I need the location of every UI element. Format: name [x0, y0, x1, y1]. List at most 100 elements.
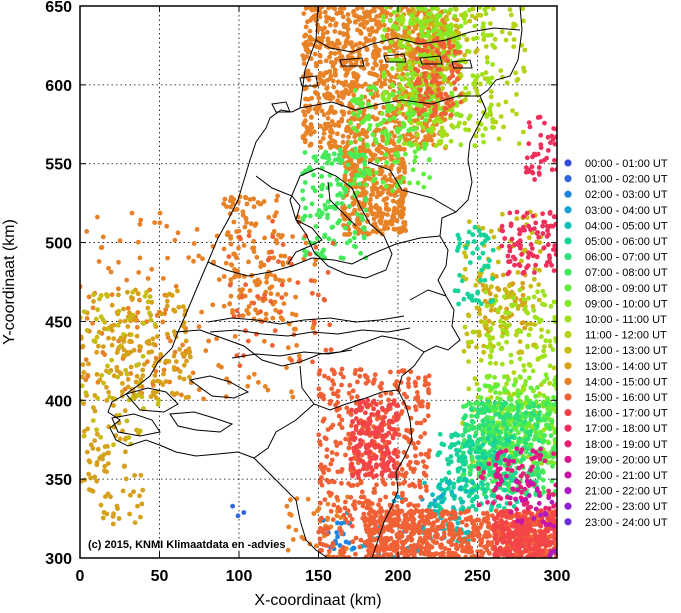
- lightning-strike-point: [511, 21, 516, 27]
- lightning-strike-point: [293, 294, 298, 300]
- lightning-strike-point: [473, 282, 479, 288]
- lightning-strike-point: [498, 68, 504, 74]
- lightning-strike-point: [317, 139, 323, 145]
- lightning-strike-point: [403, 470, 409, 476]
- lightning-strike-point: [503, 37, 509, 43]
- lightning-strike-point: [105, 363, 110, 369]
- lightning-strike-point: [480, 133, 486, 138]
- lightning-strike-point: [251, 371, 257, 377]
- lightning-strike-point: [489, 75, 495, 81]
- lightning-strike-point: [116, 308, 122, 314]
- lightning-strike-point: [388, 18, 393, 24]
- lightning-strike-point: [481, 450, 486, 456]
- lightning-strike-point: [86, 294, 92, 300]
- lightning-strike-point: [519, 320, 525, 326]
- lightning-strike-point: [469, 413, 474, 419]
- lightning-strike-point: [329, 367, 335, 373]
- lightning-strike-point: [379, 150, 385, 156]
- lightning-strike-point: [171, 353, 177, 359]
- lightning-strike-point: [100, 350, 106, 355]
- lightning-strike-point: [476, 410, 481, 416]
- lightning-strike-point: [364, 19, 370, 25]
- lightning-strike-point: [501, 124, 506, 130]
- lightning-strike-point: [466, 493, 472, 499]
- lightning-strike-point: [90, 488, 96, 494]
- lightning-strike-point: [506, 438, 512, 444]
- lightning-strike-point: [470, 480, 476, 486]
- lightning-strike-point: [326, 549, 332, 554]
- lightning-strike-point: [111, 322, 117, 328]
- lightning-strike-point: [324, 531, 330, 537]
- lightning-strike-point: [369, 185, 375, 191]
- lightning-strike-point: [357, 136, 363, 142]
- lightning-strike-point: [303, 96, 308, 102]
- lightning-strike-point: [319, 482, 325, 488]
- lightning-strike-point: [350, 483, 356, 488]
- lightning-strike-point: [321, 73, 326, 78]
- lightning-strike-point: [123, 476, 129, 482]
- lightning-strike-point: [316, 393, 322, 398]
- lightning-strike-point: [511, 382, 517, 388]
- lightning-strike-point: [320, 34, 326, 40]
- lightning-strike-point: [273, 237, 279, 243]
- lightning-strike-point: [416, 146, 421, 152]
- lightning-strike-point: [467, 434, 472, 439]
- lightning-strike-point: [359, 489, 365, 495]
- lightning-strike-point: [165, 255, 171, 261]
- lightning-strike-point: [385, 108, 390, 114]
- lightning-strike-point: [371, 379, 377, 384]
- lightning-strike-point: [424, 464, 429, 470]
- lightning-strike-point: [258, 264, 263, 269]
- lightning-strike-point: [545, 329, 551, 335]
- lightning-strike-point: [531, 403, 537, 409]
- lightning-strike-point: [128, 332, 134, 338]
- lightning-strike-point: [360, 500, 366, 506]
- lightning-strike-point: [199, 309, 205, 315]
- lightning-strike-point: [391, 115, 397, 121]
- lightning-strike-point: [166, 359, 172, 364]
- lightning-strike-point: [340, 552, 345, 558]
- lightning-strike-point: [462, 120, 468, 126]
- lightning-strike-point: [458, 73, 464, 79]
- lightning-strike-point: [171, 365, 177, 370]
- lightning-strike-point: [358, 367, 364, 373]
- lightning-strike-point: [121, 464, 127, 469]
- lightning-strike-point: [84, 316, 90, 321]
- lightning-strike-point: [310, 185, 316, 191]
- lightning-strike-point: [409, 143, 414, 148]
- lightning-strike-point: [296, 353, 302, 359]
- lightning-strike-point: [390, 214, 395, 220]
- lightning-strike-point: [316, 529, 322, 535]
- lightning-strike-point: [335, 38, 340, 44]
- lightning-strike-point: [332, 157, 338, 163]
- lightning-strike-point: [422, 145, 428, 151]
- lightning-strike-point: [536, 438, 542, 443]
- lightning-strike-point: [190, 370, 196, 376]
- lightning-strike-point: [378, 400, 383, 405]
- lightning-strike-point: [475, 74, 480, 79]
- lightning-strike-point: [355, 379, 360, 385]
- lightning-strike-point: [361, 511, 367, 517]
- lightning-strike-point: [352, 506, 358, 511]
- lightning-strike-point: [317, 214, 323, 220]
- lightning-strike-point: [406, 25, 412, 30]
- lightning-strike-point: [485, 375, 491, 380]
- lightning-strike-point: [318, 59, 323, 65]
- lightning-strike-point: [291, 326, 297, 332]
- lightning-strike-point: [140, 353, 146, 359]
- lightning-strike-point: [514, 216, 520, 222]
- lightning-strike-point: [406, 46, 412, 51]
- lightning-strike-point: [244, 220, 250, 225]
- lightning-strike-point: [474, 381, 480, 387]
- lightning-strike-point: [180, 342, 186, 348]
- lightning-strike-point: [484, 332, 489, 338]
- lightning-strike-point: [478, 319, 484, 324]
- lightning-strike-point: [274, 198, 279, 203]
- lightning-strike-point: [386, 397, 391, 403]
- lightning-strike-point: [326, 40, 332, 46]
- lightning-strike-point: [479, 267, 485, 273]
- lightning-strike-point: [316, 371, 322, 377]
- lightning-strike-point: [341, 512, 347, 518]
- lightning-strike-point: [465, 312, 471, 318]
- lightning-strike-point: [302, 180, 308, 185]
